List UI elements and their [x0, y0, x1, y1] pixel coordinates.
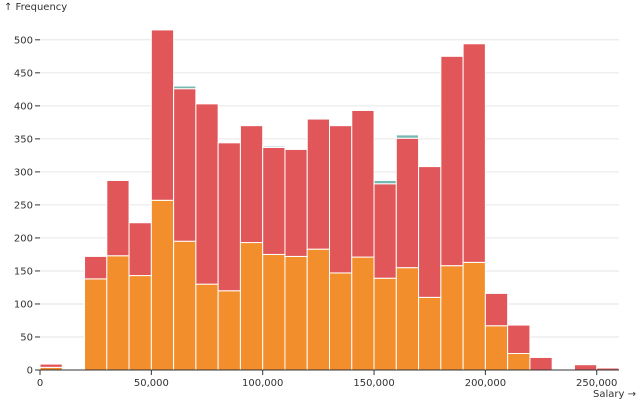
bar-orange [373, 277, 397, 371]
bar-red [239, 125, 264, 244]
bar-orange [484, 325, 509, 371]
y-tick-label: 50 [20, 332, 33, 343]
bar-red [195, 103, 219, 285]
bar-teal [373, 179, 397, 185]
bar-orange [418, 296, 442, 371]
bar-orange [440, 265, 464, 371]
y-axis: 0 50 100 150 200 250 300 350 400 450 500 [14, 35, 40, 377]
bar-red [39, 363, 63, 368]
bar-red [284, 148, 308, 257]
bar-red [84, 255, 108, 280]
bar-red [106, 179, 130, 257]
y-tick-label: 500 [14, 35, 33, 46]
bar-red [462, 43, 486, 263]
bar-orange [217, 290, 241, 371]
x-tick-label: 100,000 [242, 378, 283, 389]
bar-orange [507, 352, 531, 371]
bar-orange [128, 275, 152, 371]
x-tick-label: 0 [37, 378, 43, 389]
x-tick-label: 50,000 [134, 378, 169, 389]
y-tick-label: 350 [14, 134, 33, 145]
bar-red [128, 222, 152, 277]
x-tick-label: 150,000 [353, 378, 394, 389]
bar-orange [195, 283, 219, 371]
bar-red [418, 166, 442, 298]
y-tick-label: 0 [27, 366, 33, 377]
x-axis: 0 50,000 100,000 150,000 200,000 250,000 [37, 369, 619, 389]
bar-red [440, 55, 464, 267]
bar-orange [329, 272, 353, 371]
y-tick-label: 100 [14, 299, 33, 310]
bar-orange [150, 199, 175, 371]
y-tick-label: 200 [14, 233, 33, 244]
bar-orange [351, 256, 375, 371]
y-tick-label: 450 [14, 68, 33, 79]
bar-orange [284, 255, 308, 371]
y-axis-title: ↑ Frequency [4, 2, 67, 13]
bar-orange [106, 255, 130, 371]
bar-orange [173, 240, 197, 371]
x-tick-label: 200,000 [465, 378, 506, 389]
bar-orange [84, 278, 108, 371]
bar-teal [262, 145, 286, 148]
bar-orange [239, 242, 264, 371]
bar-red [507, 324, 531, 354]
bars [39, 29, 620, 371]
bar-red [173, 88, 197, 242]
bar-red [217, 142, 241, 292]
x-tick-label: 250,000 [576, 378, 617, 389]
bar-red [150, 29, 175, 201]
bar-red [395, 137, 420, 269]
bar-teal [395, 134, 420, 139]
bar-red [373, 183, 397, 279]
bar-red [262, 146, 286, 255]
bar-red [351, 109, 375, 258]
y-tick-label: 150 [14, 266, 33, 277]
bar-red [573, 364, 598, 371]
bar-orange [262, 253, 286, 371]
bar-red [306, 118, 331, 250]
bar-red [529, 356, 553, 371]
bar-orange [462, 261, 486, 371]
y-tick-label: 300 [14, 167, 33, 178]
y-tick-label: 250 [14, 200, 33, 211]
bar-teal [173, 85, 197, 90]
bar-red [329, 125, 353, 274]
bar-red [484, 292, 509, 327]
bar-orange [306, 248, 331, 371]
y-tick-label: 400 [14, 101, 33, 112]
bar-orange [395, 267, 420, 371]
x-axis-title: Salary → [593, 389, 636, 400]
